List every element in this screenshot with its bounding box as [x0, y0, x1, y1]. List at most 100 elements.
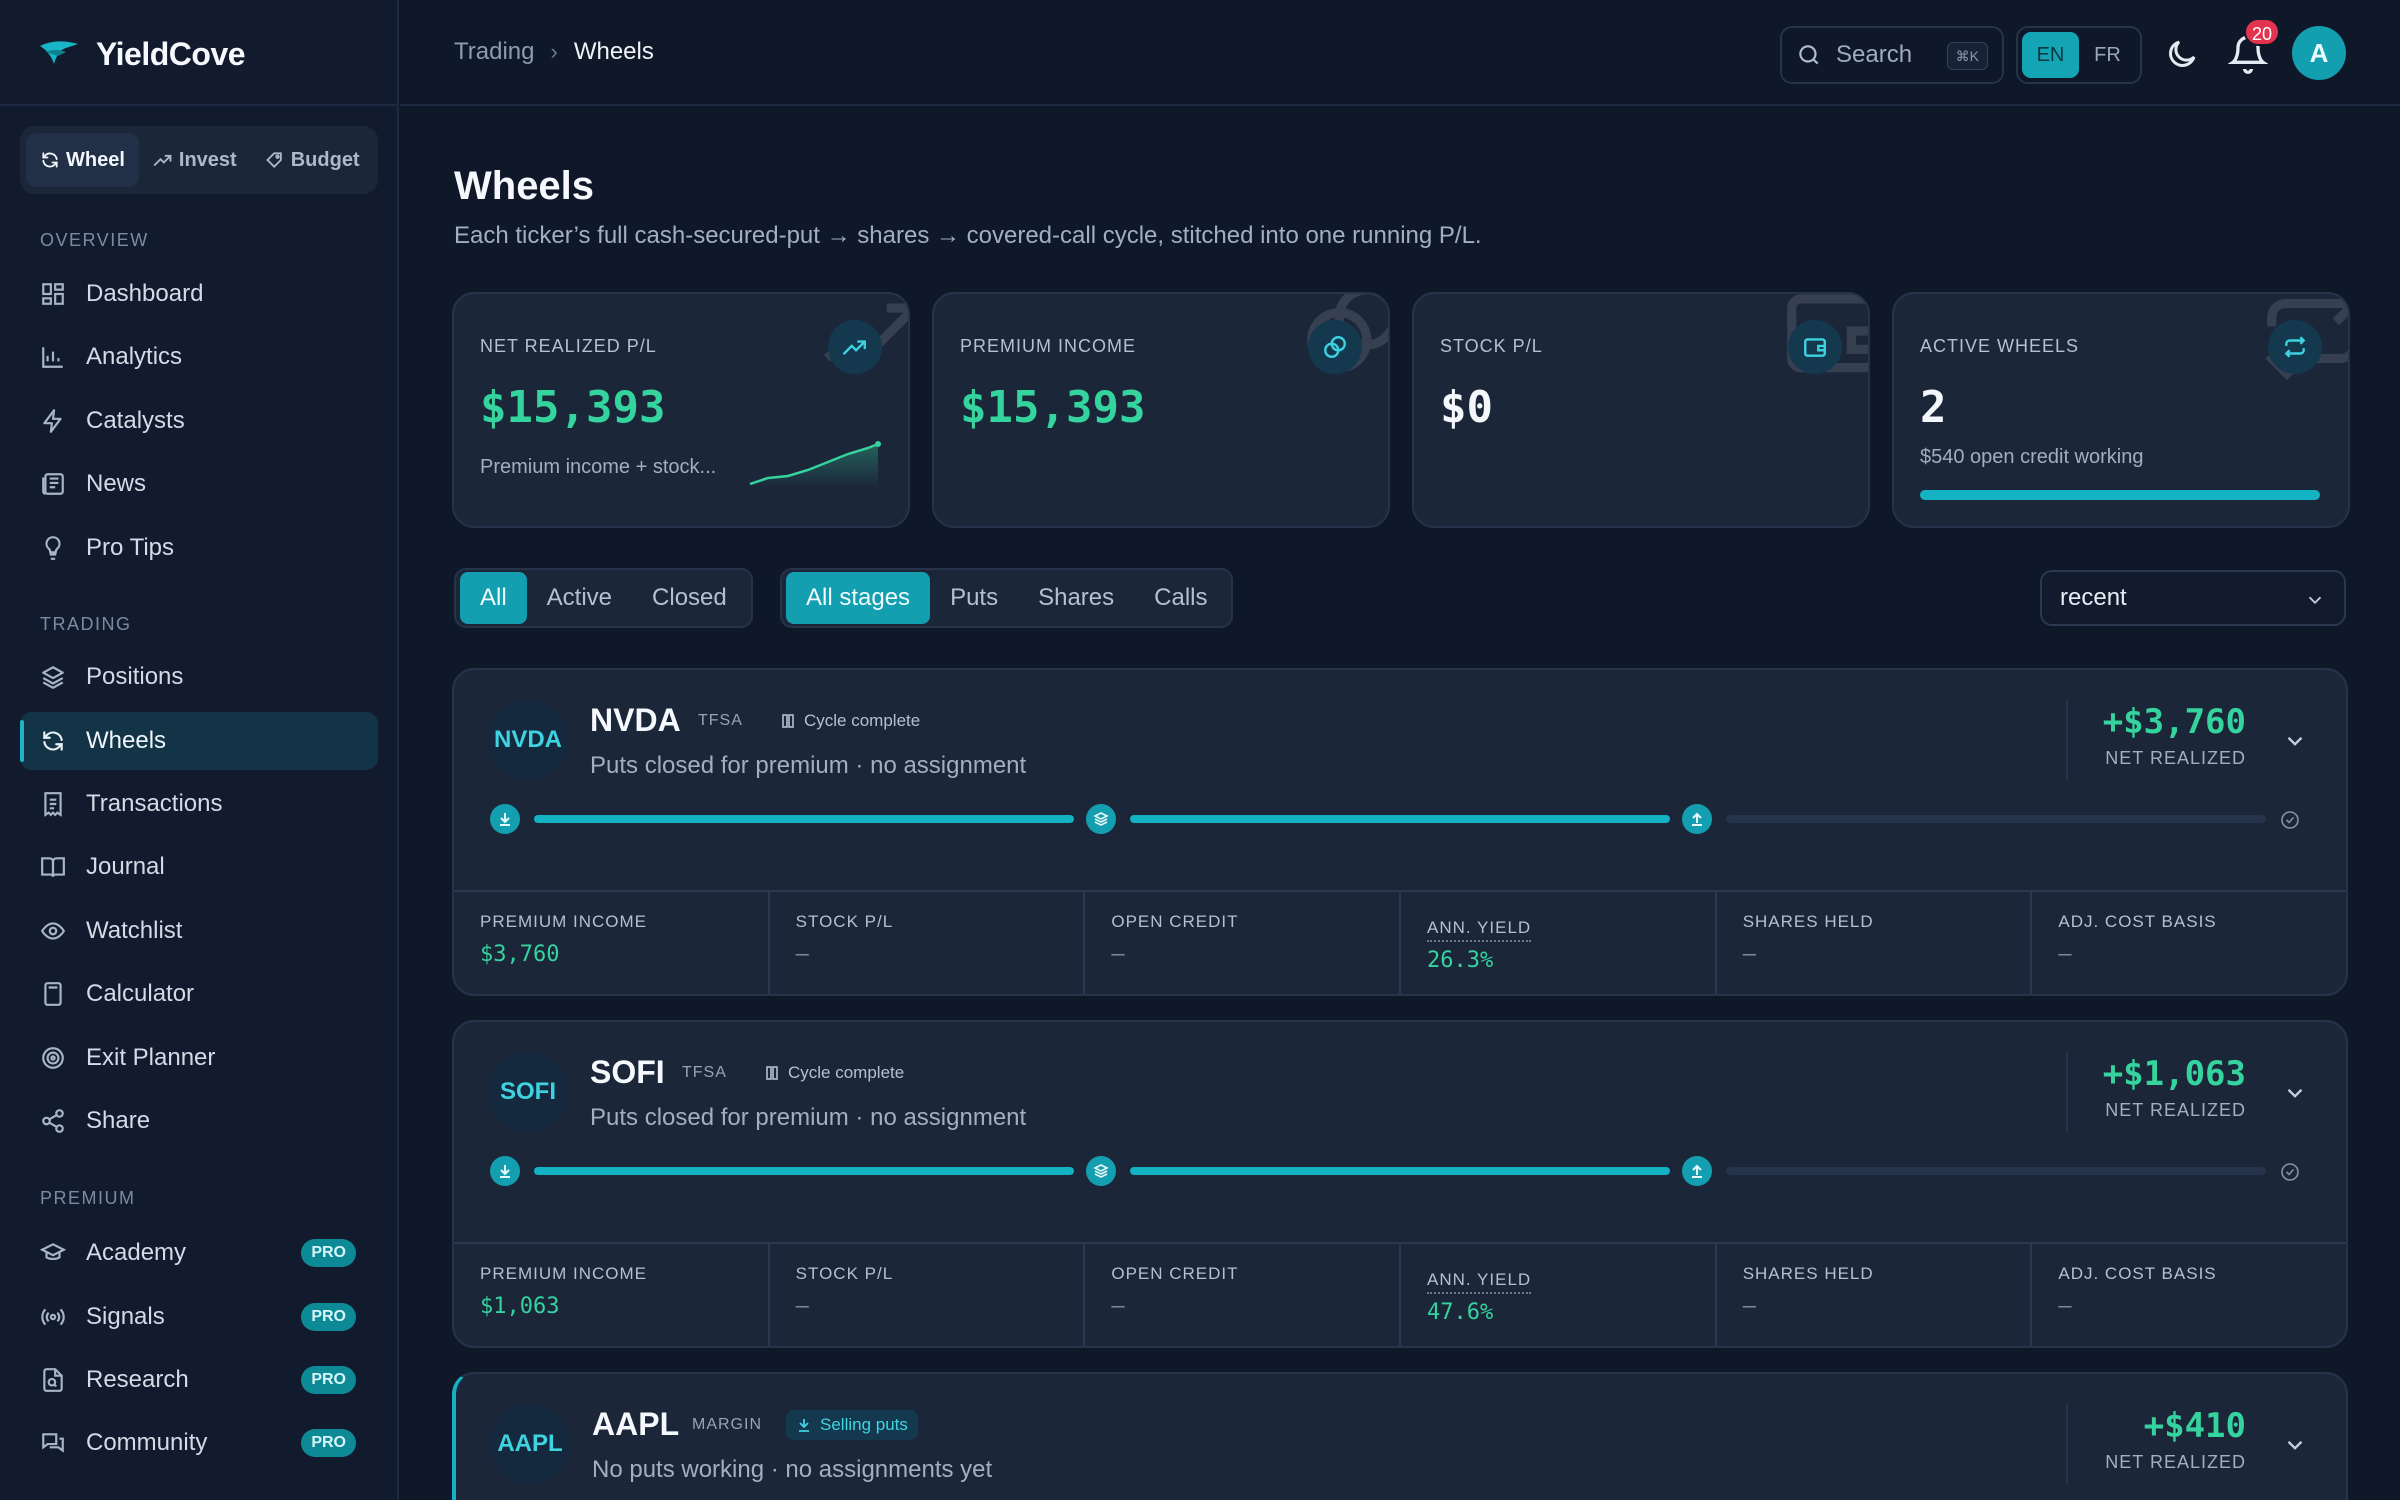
stat-open-credit: OPEN CREDIT — — [1085, 892, 1402, 994]
download-icon — [500, 1165, 510, 1178]
sidebar-item-label: Calculator — [86, 980, 195, 1007]
sidebar-item-research[interactable]: Research PRO — [20, 1351, 378, 1409]
card-value: $15,393 — [960, 382, 1146, 433]
sidebar-item-catalysts[interactable]: Catalysts — [20, 392, 378, 450]
sidebar-item-pro-tips[interactable]: Pro Tips — [20, 519, 378, 577]
wallet-icon — [1804, 338, 1826, 357]
avatar[interactable]: A — [2292, 26, 2346, 80]
share-icon — [42, 1109, 64, 1133]
net-realized-value: +$1,063 — [2102, 1054, 2246, 1094]
stat-label: SHARES HELD — [1742, 1264, 1874, 1283]
mode-wheel-button[interactable]: Wheel — [26, 133, 139, 187]
sidebar-item-calculator[interactable]: Calculator — [20, 965, 378, 1023]
summary-card-net-realized: NET REALIZED P/L $15,393 Premium income … — [452, 292, 910, 528]
broadcast-icon — [41, 1308, 65, 1326]
net-realized: +$3,760 NET REALIZED — [2066, 700, 2246, 780]
stage-bar-shares — [1130, 1167, 1670, 1175]
search-button[interactable]: Search ⌘K — [1780, 26, 2004, 84]
sort-select[interactable]: recent — [2040, 570, 2346, 626]
breadcrumb-trading[interactable]: Trading — [454, 38, 535, 65]
lightbulb-icon — [45, 536, 61, 560]
page-title: Wheels — [454, 164, 595, 208]
app-logo[interactable]: YieldCove — [36, 28, 246, 80]
card-value: 2 — [1920, 382, 1947, 433]
eye-icon — [40, 922, 66, 940]
filter-all-stages[interactable]: All stages — [786, 572, 931, 624]
sidebar-item-exit-planner[interactable]: Exit Planner — [20, 1029, 378, 1087]
stat-value: — — [795, 1294, 809, 1319]
trend-up-icon — [153, 154, 172, 166]
sidebar-item-transactions[interactable]: Transactions — [20, 775, 378, 833]
mode-switch: Wheel Invest Budget — [20, 126, 378, 194]
stat-label: ADJ. COST BASIS — [2058, 1264, 2217, 1283]
stat-label: PREMIUM INCOME — [480, 1264, 647, 1283]
sidebar-item-share[interactable]: Share — [20, 1092, 378, 1150]
filter-calls[interactable]: Calls — [1154, 584, 1208, 611]
language-switch: EN FR — [2016, 26, 2142, 84]
status-badge: Cycle complete — [770, 706, 930, 736]
mode-invest-button[interactable]: Invest — [139, 133, 251, 187]
pro-badge: PRO — [301, 1429, 356, 1457]
wheel-card-aapl[interactable]: AAPL AAPL MARGIN Selling puts No puts wo… — [452, 1372, 2348, 1500]
card-label: NET REALIZED P/L — [480, 336, 657, 356]
card-icon — [1788, 320, 1842, 374]
card-label: STOCK P/L — [1440, 336, 1543, 356]
mode-budget-button[interactable]: Budget — [251, 133, 374, 187]
sidebar-item-label: Dashboard — [86, 280, 204, 307]
bar-chart-icon — [42, 347, 63, 368]
stat-label[interactable]: ANN. YIELD — [1427, 918, 1532, 942]
wheel-card-sofi[interactable]: SOFI SOFI TFSA Cycle complete Puts close… — [452, 1020, 2348, 1348]
filter-shares[interactable]: Shares — [1038, 584, 1115, 611]
wheel-stage-track — [490, 804, 2314, 834]
stat-label[interactable]: ANN. YIELD — [1427, 1270, 1532, 1294]
stat-value: $1,063 — [480, 1294, 560, 1319]
sidebar-item-journal[interactable]: Journal — [20, 838, 378, 896]
filter-all[interactable]: All — [460, 572, 527, 624]
graduation-cap-icon — [40, 1243, 66, 1261]
call-stage-node — [1682, 804, 1712, 834]
sidebar-item-dashboard[interactable]: Dashboard — [20, 265, 378, 323]
moon-icon[interactable] — [2164, 36, 2200, 72]
sidebar-item-analytics[interactable]: Analytics — [20, 328, 378, 386]
card-subtext: Premium income + stock... — [480, 456, 717, 478]
sidebar-item-community[interactable]: Community PRO — [20, 1414, 378, 1472]
wheel-stats: PREMIUM INCOME $1,063 STOCK P/L — OPEN CRE… — [454, 1242, 2346, 1346]
sidebar-item-news[interactable]: News — [20, 455, 378, 513]
chevron-down-icon[interactable] — [2282, 1080, 2308, 1106]
chevron-right-icon: › — [550, 39, 558, 64]
chevron-down-icon[interactable] — [2282, 1432, 2308, 1458]
stat-value: — — [795, 942, 809, 967]
sidebar-item-watchlist[interactable]: Watchlist — [20, 902, 378, 960]
sidebar-item-wheels[interactable]: Wheels — [20, 712, 378, 770]
stat-value: 26.3% — [1427, 948, 1494, 973]
sidebar-item-signals[interactable]: Signals PRO — [20, 1288, 378, 1346]
stat-shares-held: SHARES HELD — — [1717, 1244, 2033, 1346]
wheel-card-nvda[interactable]: NVDA NVDA TFSA Cycle complete Puts close… — [452, 668, 2348, 996]
filter-active[interactable]: Active — [546, 584, 613, 611]
chevron-down-icon[interactable] — [2282, 728, 2308, 754]
breadcrumb-wheels: Wheels — [573, 38, 654, 65]
sidebar-item-label: Wheels — [86, 727, 167, 754]
chevron-down-icon — [2308, 596, 2322, 605]
pro-badge: PRO — [301, 1239, 356, 1267]
stage-filter: All stages Puts Shares Calls — [780, 568, 1234, 628]
sidebar-item-label: Analytics — [86, 343, 183, 370]
sidebar-item-positions[interactable]: Positions — [20, 648, 378, 706]
stat-value: $3,760 — [480, 942, 560, 967]
card-label: ACTIVE WHEELS — [1920, 336, 2080, 356]
card-subtext: $540 open credit working — [1920, 446, 2144, 468]
stat-value: — — [2058, 942, 2072, 967]
net-realized-value: +$410 — [2143, 1406, 2246, 1446]
filter-puts[interactable]: Puts — [950, 584, 999, 611]
lang-fr-button[interactable]: FR — [2094, 43, 2121, 66]
card-icon — [1308, 320, 1362, 374]
sidebar-item-academy[interactable]: Academy PRO — [20, 1224, 378, 1282]
stat-premium-income: PREMIUM INCOME $1,063 — [454, 1244, 770, 1346]
filter-closed[interactable]: Closed — [652, 584, 727, 611]
mode-invest-label: Invest — [178, 148, 237, 171]
pro-badge: PRO — [301, 1303, 356, 1331]
lang-en-button[interactable]: EN — [2022, 32, 2079, 78]
card-value: $15,393 — [480, 382, 666, 433]
trend-up-icon — [842, 340, 866, 355]
pro-badge: PRO — [301, 1366, 356, 1394]
